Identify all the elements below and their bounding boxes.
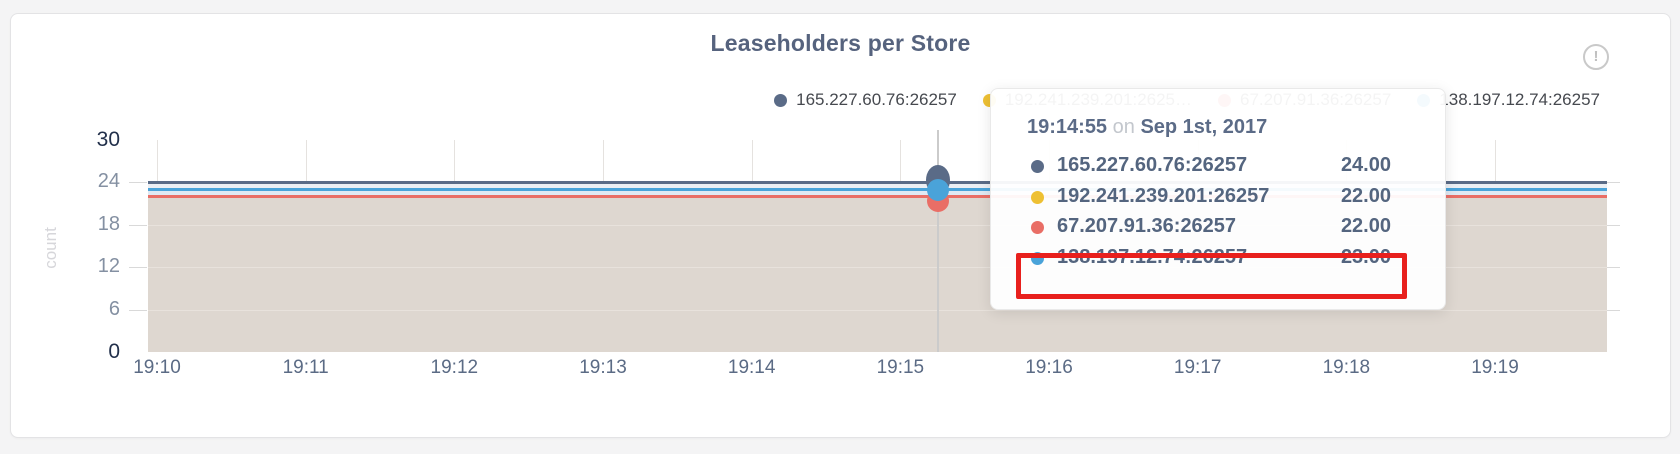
gridline-right-nub bbox=[1607, 267, 1620, 269]
x-tick-label: 19:10 bbox=[133, 357, 181, 378]
legend-item-0[interactable]: 165.227.60.76:26257 bbox=[774, 90, 957, 110]
x-tick-label: 19:14 bbox=[727, 357, 776, 378]
y-tick-mark bbox=[129, 309, 147, 311]
tooltip-row: 67.207.91.36:26257 22.00 bbox=[991, 212, 1445, 243]
y-axis-label: count bbox=[41, 227, 60, 269]
tooltip-series-dot bbox=[1031, 190, 1044, 204]
y-tick-mark bbox=[129, 182, 147, 184]
y-tick-mark bbox=[129, 224, 147, 226]
hover-guideline bbox=[937, 130, 939, 352]
tooltip-series-value: 22.00 bbox=[1340, 184, 1391, 207]
tooltip-series-dot bbox=[1031, 221, 1044, 235]
x-tick-label: 19:13 bbox=[579, 357, 627, 378]
chart-tooltip: 19:14:55 on Sep 1st, 2017 165.227.60.76:… bbox=[990, 88, 1446, 310]
y-tick-label: 18 bbox=[97, 212, 120, 235]
series-line bbox=[148, 180, 1607, 184]
gridline-right-nub bbox=[1607, 182, 1620, 184]
y-tick-label: 24 bbox=[97, 170, 120, 193]
x-tick-label: 19:18 bbox=[1322, 357, 1371, 378]
info-icon[interactable]: ! bbox=[1583, 44, 1609, 70]
tooltip-time: 19:14:55 bbox=[1027, 116, 1108, 138]
legend-series-dot bbox=[774, 93, 788, 107]
y-tick-label: 0 bbox=[108, 340, 120, 363]
tooltip-date: Sep 1st, 2017 bbox=[1140, 116, 1268, 138]
tooltip-series-name: 67.207.91.36:26257 bbox=[1057, 215, 1237, 238]
legend-label: 165.227.60.76:26257 bbox=[796, 90, 957, 109]
y-tick-mark bbox=[129, 267, 147, 269]
y-tick-label: 6 bbox=[108, 297, 120, 320]
series-line bbox=[148, 187, 1607, 191]
tooltip-row: 192.241.239.201:26257 22.00 bbox=[991, 182, 1445, 213]
gridline-right-nub bbox=[1607, 224, 1620, 226]
y-tick-label: 12 bbox=[97, 255, 120, 278]
x-tick-label: 19:12 bbox=[430, 357, 479, 378]
series-fill-band bbox=[148, 190, 1607, 197]
tooltip-connector: on bbox=[1112, 116, 1135, 138]
x-tick-label: 19:17 bbox=[1173, 357, 1222, 378]
tooltip-series-dot bbox=[1031, 160, 1044, 173]
x-tick-label: 19:11 bbox=[282, 357, 329, 378]
tooltip-series-value: 24.00 bbox=[1340, 154, 1391, 176]
series-fill-band bbox=[148, 183, 1607, 190]
gridline-right-nub bbox=[1607, 309, 1620, 311]
horizontal-gridline bbox=[148, 224, 1607, 226]
legend-label: 138.197.12.74:26257 bbox=[1439, 90, 1600, 109]
tooltip-timestamp: 19:14:55 on Sep 1st, 2017 bbox=[1027, 116, 1267, 139]
hover-point-marker bbox=[927, 179, 949, 202]
x-tick-label: 19:15 bbox=[876, 357, 925, 378]
x-tick-label: 19:16 bbox=[1025, 357, 1073, 378]
tooltip-series-name: 165.227.60.76:26257 bbox=[1057, 154, 1248, 176]
y-tick-label: 30 bbox=[96, 128, 120, 151]
tooltip-series-name: 192.241.239.201:26257 bbox=[1057, 184, 1270, 207]
highlight-box bbox=[1016, 253, 1407, 299]
tooltip-row: 165.227.60.76:26257 24.00 bbox=[991, 151, 1445, 182]
series-line bbox=[148, 195, 1607, 199]
horizontal-gridline bbox=[148, 267, 1607, 269]
chart-title: Leaseholders per Store bbox=[710, 30, 971, 56]
x-tick-label: 19:19 bbox=[1471, 357, 1519, 378]
horizontal-gridline bbox=[148, 309, 1607, 311]
tooltip-series-value: 22.00 bbox=[1340, 215, 1391, 238]
